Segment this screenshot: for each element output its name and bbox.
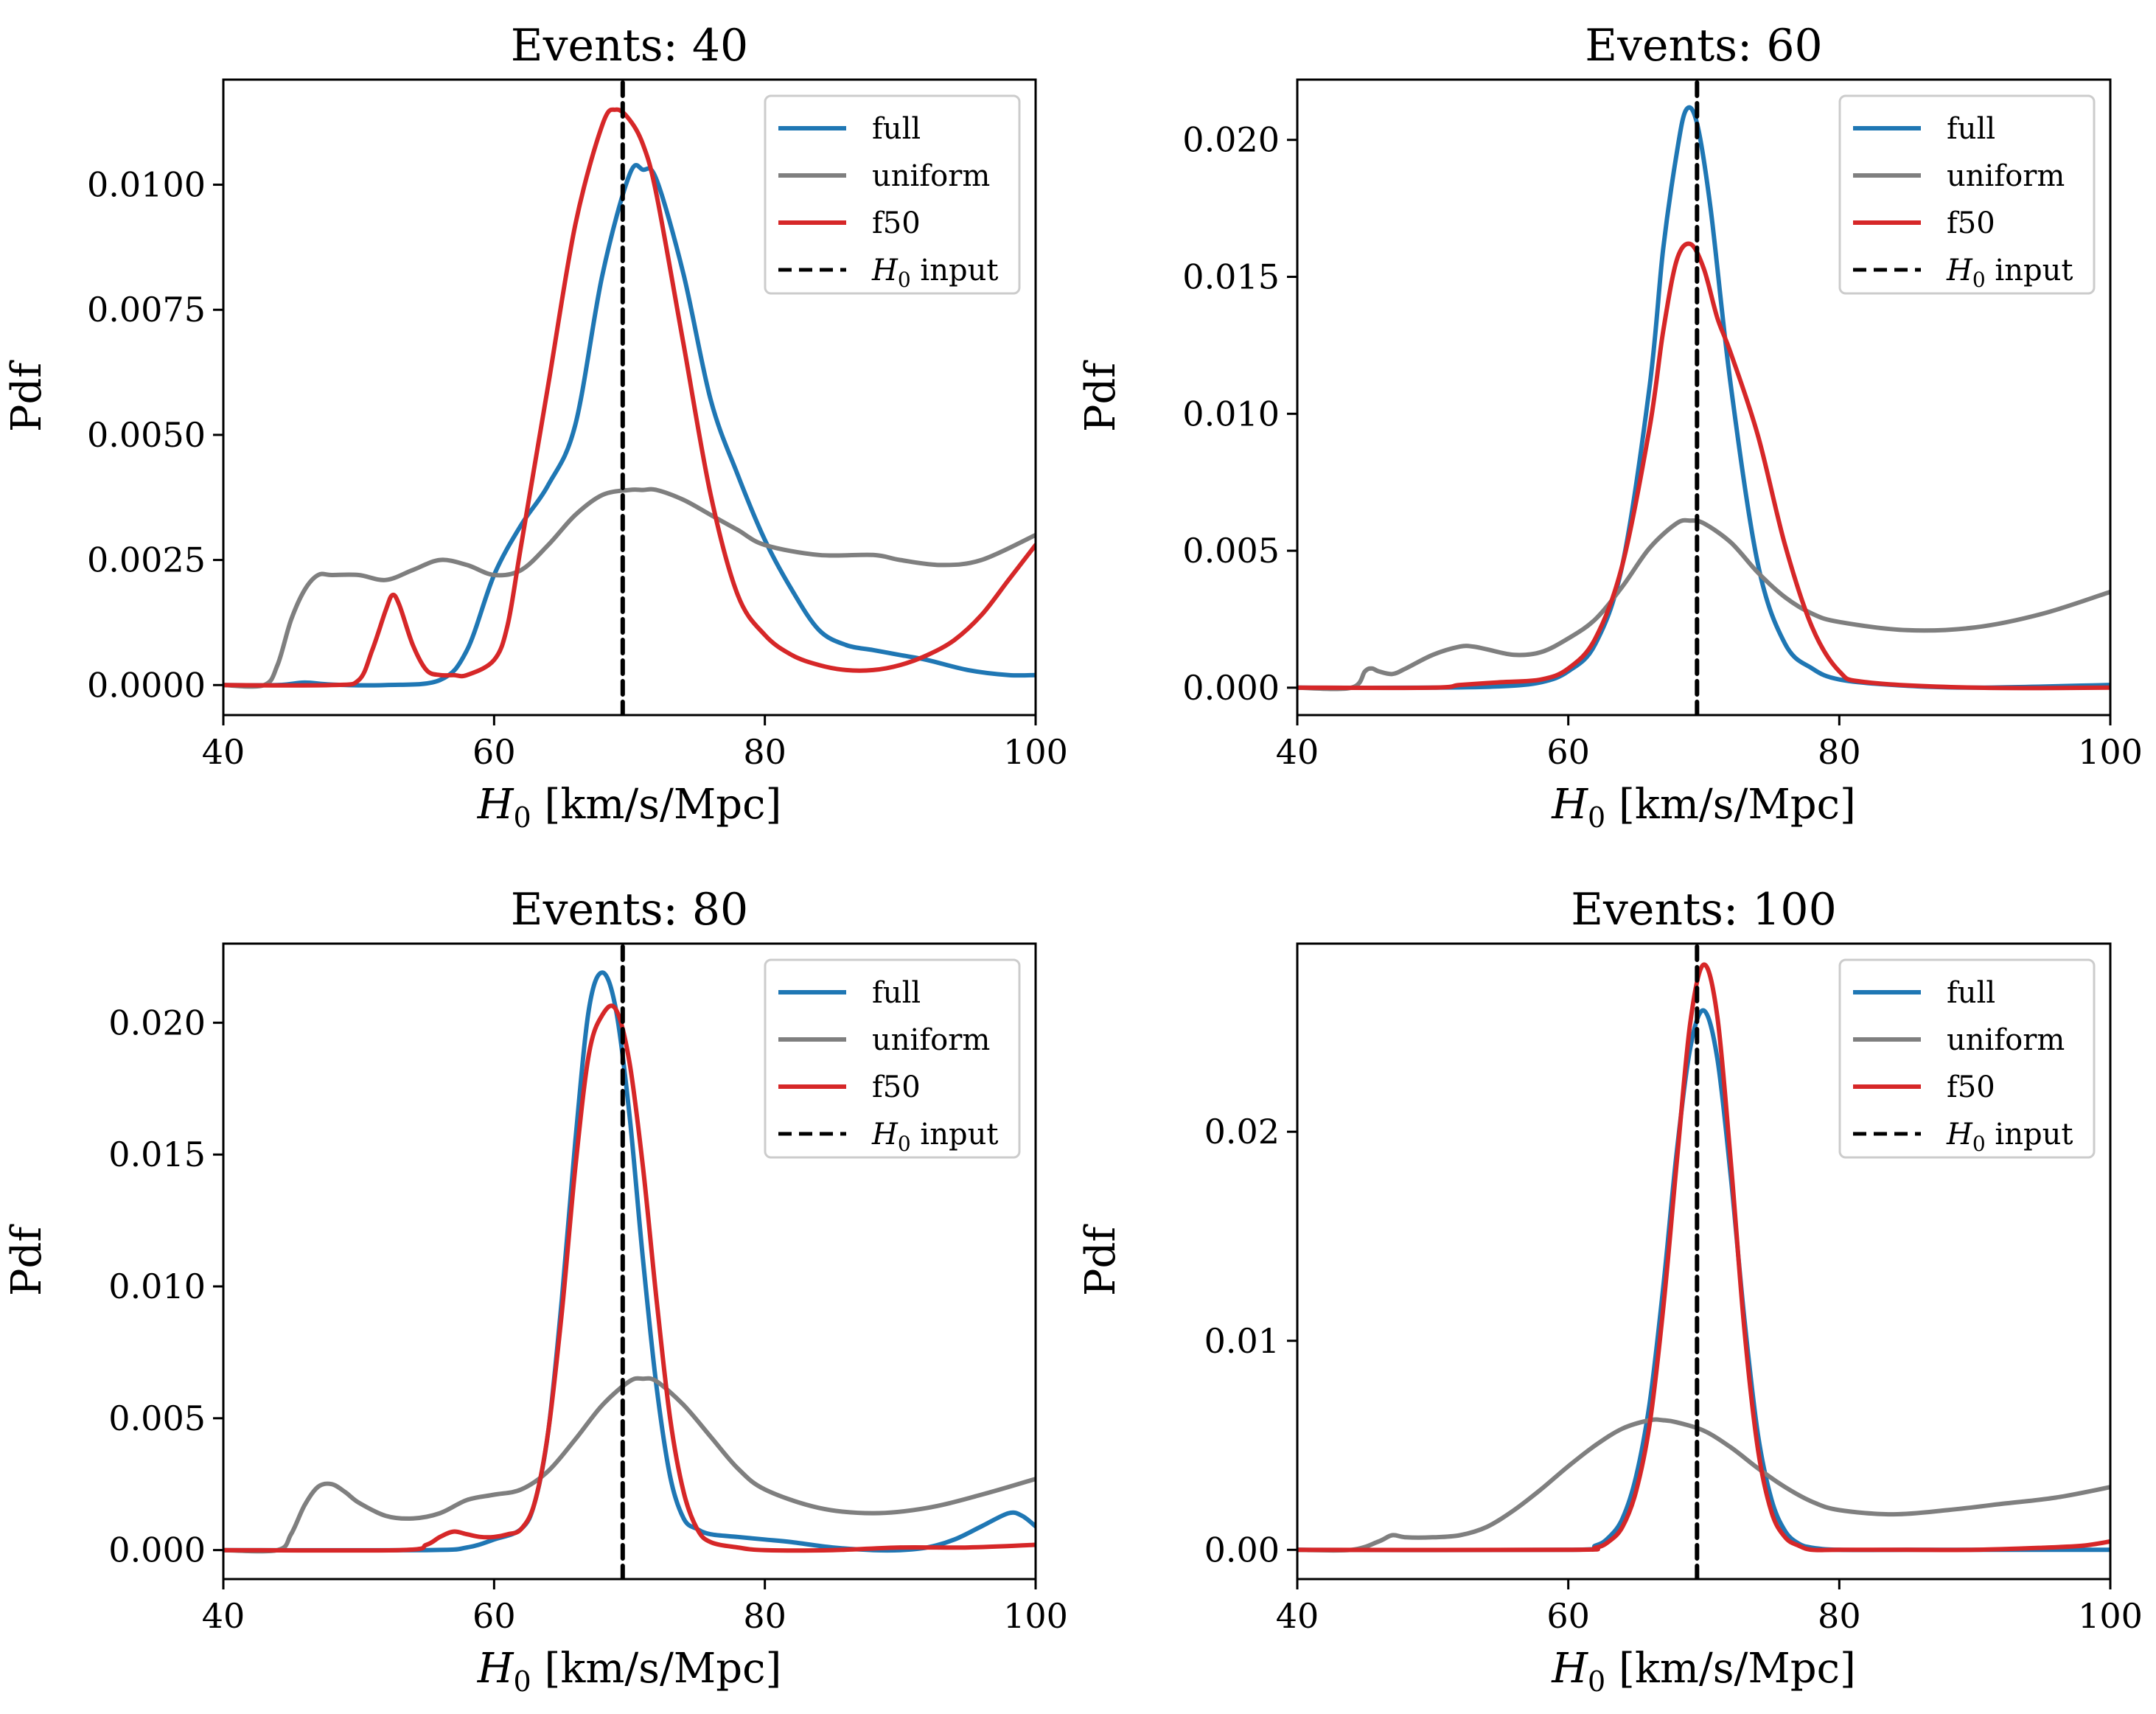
legend-label: H0 input (1946, 254, 2073, 292)
y-tick-label: 0.0000 (87, 665, 206, 705)
series-line-f50 (223, 1003, 1036, 1553)
legend-label: full (1947, 976, 1995, 1010)
x-axis-label: H0 [km/s/Mpc] (477, 1645, 782, 1698)
y-tick-label: 0.000 (108, 1530, 206, 1570)
legend-box (764, 958, 1021, 1159)
plot-frame (1296, 942, 2112, 1581)
y-tick-label: 0.0050 (87, 415, 206, 455)
legend-label: H0 input (871, 254, 998, 292)
x-tick-label: 100 (1003, 1596, 1068, 1636)
y-tick-label: 0.020 (108, 1003, 206, 1042)
x-tick-label: 100 (1003, 732, 1068, 772)
y-tick-label: 0.015 (108, 1135, 206, 1174)
panel-events-40: Events: 40 40 60 80 100 0.0000 0.0025 0.0050 0.0… (3, 20, 1068, 834)
legend-label: f50 (872, 1070, 921, 1104)
y-tick-label: 0.0025 (87, 540, 206, 580)
legend: full uniform f50 H0 input (764, 94, 1021, 295)
legend-box (764, 94, 1021, 295)
legend-label: full (1947, 112, 1995, 146)
legend-label: uniform (872, 1023, 990, 1057)
x-axis-label: H0 [km/s/Mpc] (1551, 781, 1856, 834)
series-line-f50 (1297, 241, 2110, 691)
y-tick-label: 0.000 (1182, 668, 1280, 708)
series-line-f50 (223, 107, 1036, 688)
y-axis-label: Pdf (3, 1224, 51, 1297)
series-line-uniform (223, 487, 1036, 689)
x-tick-label: 40 (202, 1596, 245, 1636)
legend-label: f50 (1947, 1070, 1995, 1104)
y-tick-label: 0.005 (108, 1398, 206, 1438)
x-tick-label: 60 (472, 1596, 516, 1636)
y-axis-label: Pdf (1077, 360, 1125, 433)
legend-label: H0 input (1946, 1118, 2073, 1156)
y-tick-label: 0.010 (108, 1267, 206, 1306)
series-line-uniform (1297, 1417, 2110, 1553)
legend: full uniform f50 H0 input (1838, 958, 2096, 1159)
y-tick-label: 0.010 (1182, 394, 1280, 433)
y-tick-label: 0.015 (1182, 257, 1280, 297)
x-axis-label: H0 [km/s/Mpc] (477, 781, 782, 834)
legend-label: H0 input (871, 1118, 998, 1156)
x-tick-label: 80 (1818, 1596, 1861, 1636)
plot-frame (1296, 78, 2112, 717)
legend-label: uniform (1947, 159, 2065, 193)
x-tick-label: 60 (472, 732, 516, 772)
series-line-uniform (1297, 518, 2110, 691)
series-line-full (1297, 105, 2110, 690)
series-line-uniform (223, 1376, 1036, 1554)
y-tick-label: 0.005 (1182, 531, 1280, 571)
y-axis-label: Pdf (3, 360, 51, 433)
legend-box (1838, 94, 2096, 295)
panel-events-60: Events: 60 40 60 80 100 0.000 0.005 0.010 0.015 0… (1077, 20, 2143, 834)
legend-label: full (872, 976, 921, 1010)
legend-label: full (872, 112, 921, 146)
legend: full uniform f50 H0 input (764, 958, 1021, 1159)
chart-title: Events: 40 (511, 20, 748, 72)
x-tick-label: 60 (1546, 732, 1590, 772)
legend-label: uniform (1947, 1023, 2065, 1057)
y-tick-label: 0.02 (1204, 1112, 1280, 1152)
chart-title: Events: 60 (1585, 20, 1822, 72)
panel-events-100: Events: 100 40 60 80 100 0.00 0.01 0.02 H0 [km/s… (1077, 884, 2143, 1698)
plot-frame (222, 942, 1037, 1581)
chart-title: Events: 80 (511, 884, 748, 936)
series-line-full (223, 163, 1036, 688)
y-tick-label: 0.0075 (87, 290, 206, 330)
x-tick-label: 80 (1818, 732, 1861, 772)
series-line-f50 (1297, 962, 2110, 1553)
legend-label: f50 (872, 206, 921, 240)
x-tick-label: 40 (1276, 732, 1319, 772)
y-tick-label: 0.00 (1204, 1530, 1280, 1570)
x-tick-label: 80 (743, 1596, 786, 1636)
x-tick-label: 40 (1276, 1596, 1319, 1636)
chart-title: Events: 100 (1571, 884, 1837, 936)
x-axis-label: H0 [km/s/Mpc] (1551, 1645, 1856, 1698)
panel-events-80: Events: 80 40 60 80 100 0.000 0.005 0.010 0.015 0… (3, 884, 1068, 1698)
legend-label: uniform (872, 159, 990, 193)
y-tick-label: 0.0100 (87, 165, 206, 205)
plot-frame (222, 78, 1037, 717)
x-tick-label: 40 (202, 732, 245, 772)
y-tick-label: 0.020 (1182, 120, 1280, 160)
x-tick-label: 100 (2078, 1596, 2143, 1636)
x-tick-label: 60 (1546, 1596, 1590, 1636)
x-tick-label: 80 (743, 732, 786, 772)
y-axis-label: Pdf (1077, 1224, 1125, 1297)
legend-label: f50 (1947, 206, 1995, 240)
legend-box (1838, 958, 2096, 1159)
y-tick-label: 0.01 (1204, 1321, 1280, 1361)
x-tick-label: 100 (2078, 732, 2143, 772)
legend: full uniform f50 H0 input (1838, 94, 2096, 295)
